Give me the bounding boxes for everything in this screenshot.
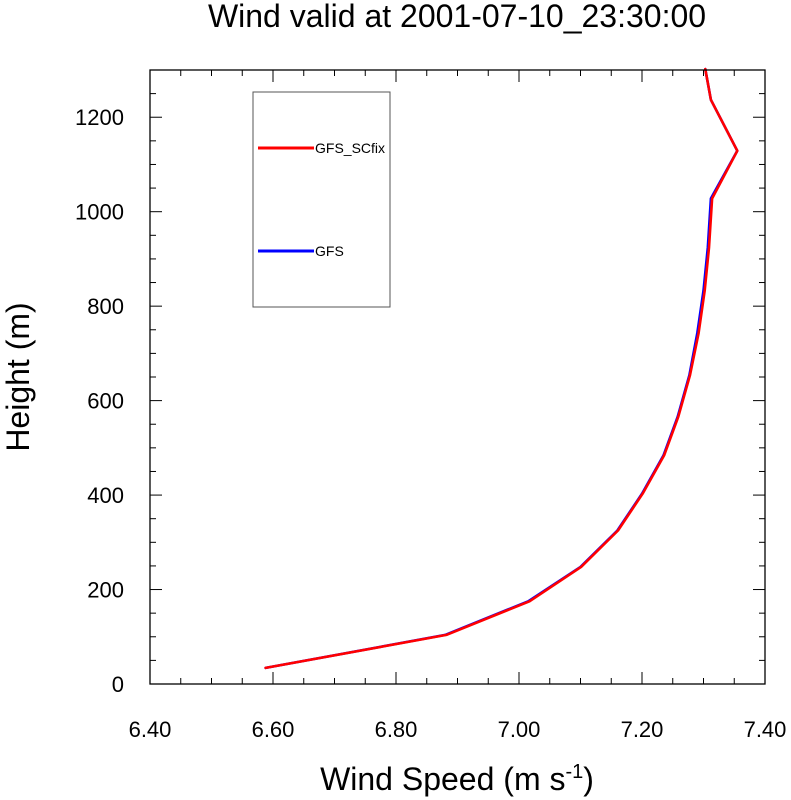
- x-axis-title-superscript: -1: [565, 761, 583, 783]
- legend: GFS_SCfix GFS: [252, 91, 391, 308]
- chart-title: Wind valid at 2001-07-10_23:30:00: [208, 0, 706, 34]
- x-tick-label: 7.20: [621, 717, 664, 742]
- y-tick-label: 600: [87, 389, 124, 414]
- x-axis-title-close: ): [583, 761, 594, 797]
- x-tick-label: 7.00: [498, 717, 541, 742]
- y-tick-label: 400: [87, 483, 124, 508]
- y-tick-label: 1000: [75, 200, 124, 225]
- x-tick-label: 6.40: [129, 717, 172, 742]
- x-tick-label: 7.40: [744, 717, 787, 742]
- y-tick-label: 1200: [75, 105, 124, 130]
- series-lines: [264, 67, 739, 670]
- series-line-gfs-scfix: [264, 67, 739, 670]
- x-tick-label: 6.60: [252, 717, 295, 742]
- x-tick-labels: 6.40 6.60 6.80 7.00 7.20 7.40: [129, 717, 787, 742]
- legend-box: [252, 91, 391, 308]
- y-axis-title: Height (m): [0, 302, 36, 451]
- legend-label: GFS_SCfix: [315, 140, 385, 156]
- x-axis-title-main: Wind Speed (m s: [320, 761, 565, 797]
- legend-label: GFS: [315, 243, 344, 259]
- x-tick-label: 6.80: [375, 717, 418, 742]
- axis-ticks: [149, 69, 766, 685]
- y-tick-label: 800: [87, 294, 124, 319]
- y-tick-label: 200: [87, 578, 124, 603]
- plot-frame: [149, 69, 766, 685]
- y-tick-labels: 0 200 400 600 800 1000 1200: [75, 105, 124, 697]
- y-tick-label: 0: [112, 672, 124, 697]
- x-axis-title: Wind Speed (m s-1): [320, 761, 594, 797]
